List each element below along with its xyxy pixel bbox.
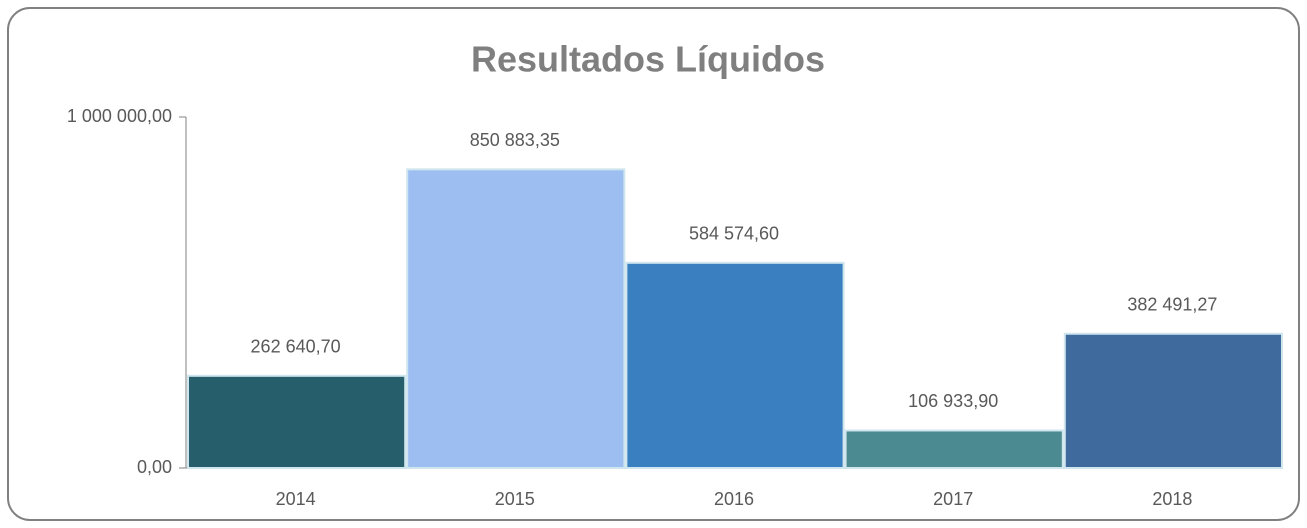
- value-label: 850 883,35: [470, 130, 560, 150]
- bar: [1063, 332, 1284, 470]
- value-label: 262 640,70: [251, 337, 341, 357]
- x-tick-label: 2015: [495, 489, 535, 509]
- x-tick-label: 2017: [933, 489, 973, 509]
- x-tick-label: 2018: [1152, 489, 1192, 509]
- value-label: 382 491,27: [1127, 294, 1217, 314]
- x-tick-label: 2016: [714, 489, 754, 509]
- y-tick-label: 0,00: [137, 457, 172, 477]
- bar: [406, 168, 626, 470]
- value-label: 584 574,60: [689, 224, 779, 244]
- bar: [187, 374, 407, 469]
- value-label: 106 933,90: [908, 391, 998, 411]
- bar: [625, 261, 845, 469]
- chart-title: Resultados Líquidos: [471, 39, 825, 80]
- bar: [844, 429, 1064, 469]
- x-tick-label: 2014: [276, 489, 316, 509]
- y-tick-label: 1 000 000,00: [67, 106, 172, 126]
